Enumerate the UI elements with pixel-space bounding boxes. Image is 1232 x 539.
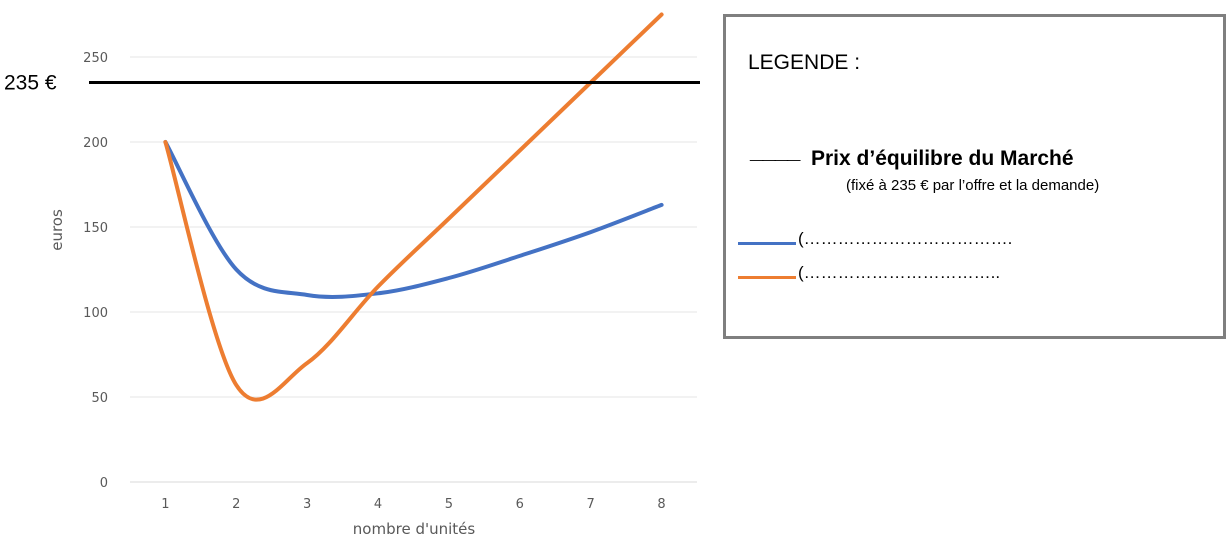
x-tick-label: 2 <box>232 497 240 512</box>
y-axis-label: euros <box>48 209 66 251</box>
legend-orange-entry: (…………………………….. <box>798 263 1001 282</box>
x-tick-label: 7 <box>587 497 595 512</box>
legend-box: LEGENDE : ____ Prix d’équilibre du March… <box>723 14 1226 339</box>
y-tick-label: 0 <box>100 476 108 491</box>
x-tick-label: 8 <box>657 497 665 512</box>
y-tick-label: 150 <box>83 221 108 236</box>
x-tick-label: 3 <box>303 497 311 512</box>
y-tick-label: 250 <box>83 51 108 66</box>
gridlines <box>130 56 697 483</box>
series-line-blue <box>163 140 664 299</box>
series-group <box>163 12 664 402</box>
legend-price-note: (fixé à 235 € par l’offre et la demande) <box>846 177 1100 194</box>
series-line-orange <box>163 12 664 402</box>
legend-orange-swatch <box>738 276 796 279</box>
x-axis-label: nombre d'unités <box>353 520 476 538</box>
y-tick-label: 100 <box>83 306 108 321</box>
legend-price-symbol: ____ <box>750 137 800 164</box>
legend-blue-entry: (………………………………. <box>798 229 1013 248</box>
x-axis-ticks: 1 2 3 4 5 6 7 8 <box>161 497 665 512</box>
x-tick-label: 5 <box>445 497 453 512</box>
equilibrium-price-label: 235 € <box>4 72 57 95</box>
y-tick-label: 200 <box>83 136 108 151</box>
line-chart: 0 50 100 150 200 250 1 2 3 4 5 6 7 8 euros nombre d'… <box>4 12 700 538</box>
y-tick-label: 50 <box>91 391 108 406</box>
x-tick-label: 1 <box>161 497 169 512</box>
legend-blue-swatch <box>738 242 796 245</box>
x-tick-label: 6 <box>516 497 524 512</box>
legend-price-label: Prix d’équilibre du Marché <box>811 147 1074 170</box>
x-tick-label: 4 <box>374 497 382 512</box>
legend-title: LEGENDE : <box>748 51 861 74</box>
y-axis-ticks: 0 50 100 150 200 250 <box>83 51 108 491</box>
